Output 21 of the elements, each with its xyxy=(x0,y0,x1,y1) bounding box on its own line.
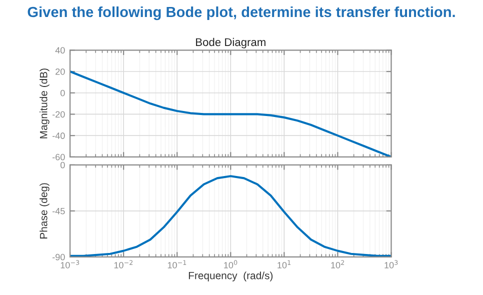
y-tick-label: -45 xyxy=(52,208,65,214)
y-tick-label: -20 xyxy=(52,111,65,118)
y-tick-label: 0 xyxy=(60,90,65,96)
x-tick-label: 10$^{−1}$ xyxy=(168,260,186,268)
y-tick-label: -90 xyxy=(52,254,65,260)
x-axis-title: Frequency (rad/s) xyxy=(188,272,273,282)
x-tick-label: 10$^{2}$ xyxy=(331,260,344,268)
y-axis-title: Phase (deg) xyxy=(40,183,50,238)
y-tick-label: -40 xyxy=(52,132,65,139)
y-tick-label: 0 xyxy=(60,162,65,168)
chart-title: Given the following Bode plot, determine its transfer function. xyxy=(28,6,455,20)
chart-subtitle: Bode Diagram xyxy=(196,38,266,48)
x-tick-label: 10$^{0}$ xyxy=(224,260,238,268)
y-axis-title: Magnitude (dB) xyxy=(40,68,50,138)
y-tick-label: 20 xyxy=(56,68,65,75)
x-tick-label: 10$^{1}$ xyxy=(278,260,291,268)
x-tick-label: 10$^{3}$ xyxy=(384,260,398,268)
x-tick-label: 10$^{−2}$ xyxy=(114,260,132,268)
y-tick-label: 40 xyxy=(55,47,65,54)
x-tick-label: 10$^{−3}$ xyxy=(60,260,80,268)
y-tick-label: -60 xyxy=(52,154,65,160)
